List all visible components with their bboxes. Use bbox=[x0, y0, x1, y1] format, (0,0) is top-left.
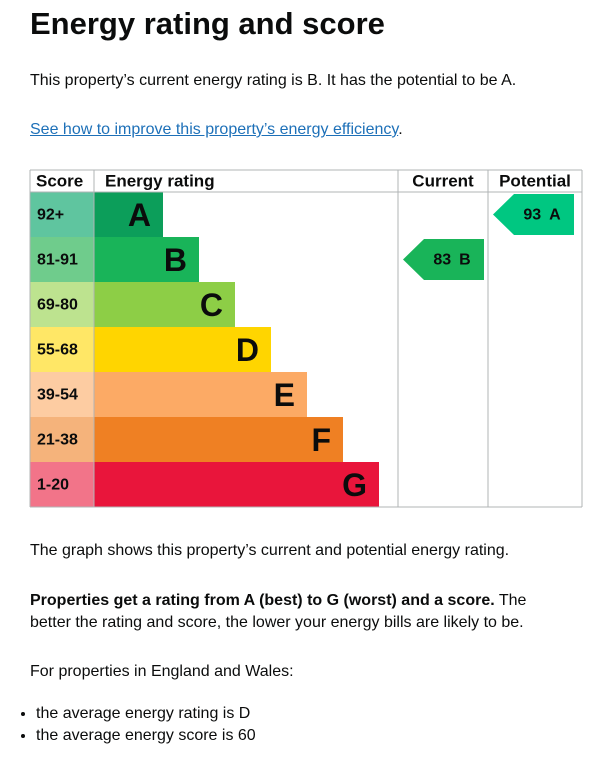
column-header: Score bbox=[36, 171, 83, 190]
current-arrow bbox=[403, 239, 484, 280]
rating-bar bbox=[94, 417, 343, 462]
score-range: 1-20 bbox=[37, 477, 69, 494]
average-item: the average energy rating is D bbox=[36, 703, 256, 725]
column-header: Energy rating bbox=[105, 171, 215, 190]
rating-letter: A bbox=[128, 197, 151, 233]
average-item: the average energy score is 60 bbox=[36, 725, 256, 747]
explanation: Properties get a rating from A (best) to… bbox=[30, 590, 560, 634]
column-header: Current bbox=[412, 171, 474, 190]
score-cell bbox=[30, 282, 94, 327]
averages-list: the average energy rating is D the avera… bbox=[0, 703, 256, 747]
score-range: 55-68 bbox=[37, 342, 78, 359]
score-range: 81-91 bbox=[37, 252, 78, 269]
potential-score: 93 bbox=[523, 207, 541, 224]
score-cell bbox=[30, 372, 94, 417]
rating-bar bbox=[94, 192, 163, 237]
potential-arrow bbox=[493, 194, 574, 235]
rating-letter: G bbox=[342, 467, 367, 503]
rating-bar bbox=[94, 327, 271, 372]
score-cell bbox=[30, 192, 94, 237]
score-range: 21-38 bbox=[37, 432, 78, 449]
score-cell bbox=[30, 462, 94, 507]
score-cell bbox=[30, 237, 94, 282]
score-cell bbox=[30, 327, 94, 372]
potential-band: A bbox=[549, 207, 561, 224]
explanation-rest: The better the rating and score, the low… bbox=[30, 592, 527, 631]
score-cell bbox=[30, 417, 94, 462]
rating-letter: F bbox=[311, 422, 331, 458]
rating-bar bbox=[94, 282, 235, 327]
rating-letter: B bbox=[164, 242, 187, 278]
rating-bar bbox=[94, 372, 307, 417]
rating-bar bbox=[94, 237, 199, 282]
score-range: 39-54 bbox=[37, 387, 78, 404]
current-band: B bbox=[459, 252, 471, 269]
score-range: 69-80 bbox=[37, 297, 78, 314]
improve-link[interactable]: See how to improve this property’s energ… bbox=[30, 121, 399, 138]
rating-letter: C bbox=[200, 287, 223, 323]
explanation-bold: Properties get a rating from A (best) to… bbox=[30, 592, 495, 609]
rating-letter: D bbox=[236, 332, 259, 368]
rating-bar bbox=[94, 462, 379, 507]
score-range: 92+ bbox=[37, 207, 64, 224]
graph-note: The graph shows this property’s current … bbox=[30, 542, 510, 559]
link-line: See how to improve this property’s energ… bbox=[30, 119, 403, 141]
rating-letter: E bbox=[274, 377, 295, 413]
page-title: Energy rating and score bbox=[30, 6, 385, 41]
intro: This property’s current energy rating is… bbox=[30, 72, 517, 89]
link-after: . bbox=[398, 121, 403, 138]
current-label: 83 B bbox=[433, 252, 470, 269]
column-header: Potential bbox=[499, 171, 571, 190]
current-score: 83 bbox=[433, 252, 451, 269]
potential-label: 93 A bbox=[523, 207, 561, 224]
average-intro: For properties in England and Wales: bbox=[30, 663, 294, 680]
